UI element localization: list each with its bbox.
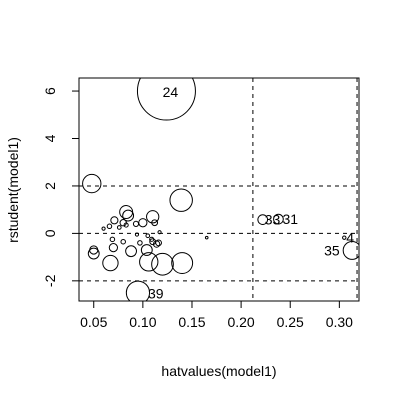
x-tick-label: 0.10 bbox=[129, 314, 156, 330]
data-point-37 bbox=[149, 236, 155, 242]
data-point-20 bbox=[108, 243, 118, 253]
data-point-28 bbox=[123, 222, 129, 228]
y-tick-label: 0 bbox=[42, 229, 58, 237]
data-point-33 bbox=[137, 240, 143, 246]
data-point-27 bbox=[116, 225, 122, 230]
y-axis: -2 0 2 4 6 bbox=[42, 87, 79, 287]
data-point-12 bbox=[102, 254, 119, 272]
y-tick-label: -2 bbox=[42, 274, 58, 287]
y-axis-label: rstudent(model1) bbox=[5, 137, 21, 243]
data-point-18 bbox=[140, 244, 153, 256]
point-label-4: 4 bbox=[346, 230, 354, 246]
reference-lines bbox=[79, 78, 359, 301]
data-point-10 bbox=[151, 252, 174, 276]
data-point-15 bbox=[119, 205, 134, 220]
x-tick-label: 0.05 bbox=[80, 314, 107, 330]
plot-frame bbox=[78, 77, 360, 302]
data-point-19 bbox=[125, 245, 138, 258]
data-point-24 bbox=[136, 78, 196, 121]
data-point-16 bbox=[122, 209, 135, 222]
data-point-30 bbox=[109, 236, 116, 243]
data-point-39 bbox=[125, 280, 151, 301]
x-axis: 0.05 0.10 0.15 0.20 0.25 0.30 bbox=[80, 301, 353, 330]
point-labels: 24 39 33 31 4 35 bbox=[148, 84, 354, 302]
point-label-33: 33 bbox=[265, 212, 281, 228]
data-point-31 bbox=[120, 238, 126, 245]
data-point-24 bbox=[138, 218, 148, 228]
x-tick-label: 0.30 bbox=[326, 314, 353, 330]
data-point-29 bbox=[101, 226, 106, 231]
data-point-31 bbox=[273, 213, 284, 225]
data-point-36 bbox=[155, 239, 162, 247]
data-point-11 bbox=[139, 252, 159, 272]
data-point-4 bbox=[342, 235, 347, 240]
x-tick-label: 0.15 bbox=[178, 314, 205, 330]
data-point-9 bbox=[171, 252, 194, 275]
data-point-26 bbox=[106, 223, 113, 230]
data-point-38 bbox=[145, 233, 151, 239]
data-point-13 bbox=[87, 247, 100, 260]
data-point-14 bbox=[89, 245, 99, 255]
point-label-31: 31 bbox=[282, 211, 298, 227]
y-tick-label: 6 bbox=[42, 87, 58, 95]
data-point-35 bbox=[342, 241, 359, 260]
data-point-21 bbox=[110, 216, 119, 225]
data-point-25 bbox=[151, 219, 159, 227]
y-tick-label: 4 bbox=[42, 134, 58, 142]
data-point-39 bbox=[157, 230, 162, 235]
x-tick-label: 0.20 bbox=[227, 314, 254, 330]
data-point-7 bbox=[82, 173, 102, 194]
x-tick-label: 0.25 bbox=[277, 314, 304, 330]
x-axis-label: hatvalues(model1) bbox=[161, 363, 276, 379]
data-point-17 bbox=[146, 210, 160, 224]
point-label-24: 24 bbox=[163, 84, 179, 100]
point-label-39: 39 bbox=[148, 286, 164, 302]
data-point-33 bbox=[257, 214, 269, 225]
data-point-40 bbox=[204, 235, 209, 240]
point-label-35: 35 bbox=[324, 242, 340, 258]
data-points bbox=[82, 78, 359, 301]
data-point-23 bbox=[132, 220, 140, 227]
data-point-32 bbox=[134, 232, 140, 237]
data-point-8 bbox=[169, 188, 193, 212]
y-tick-label: 2 bbox=[42, 182, 58, 190]
